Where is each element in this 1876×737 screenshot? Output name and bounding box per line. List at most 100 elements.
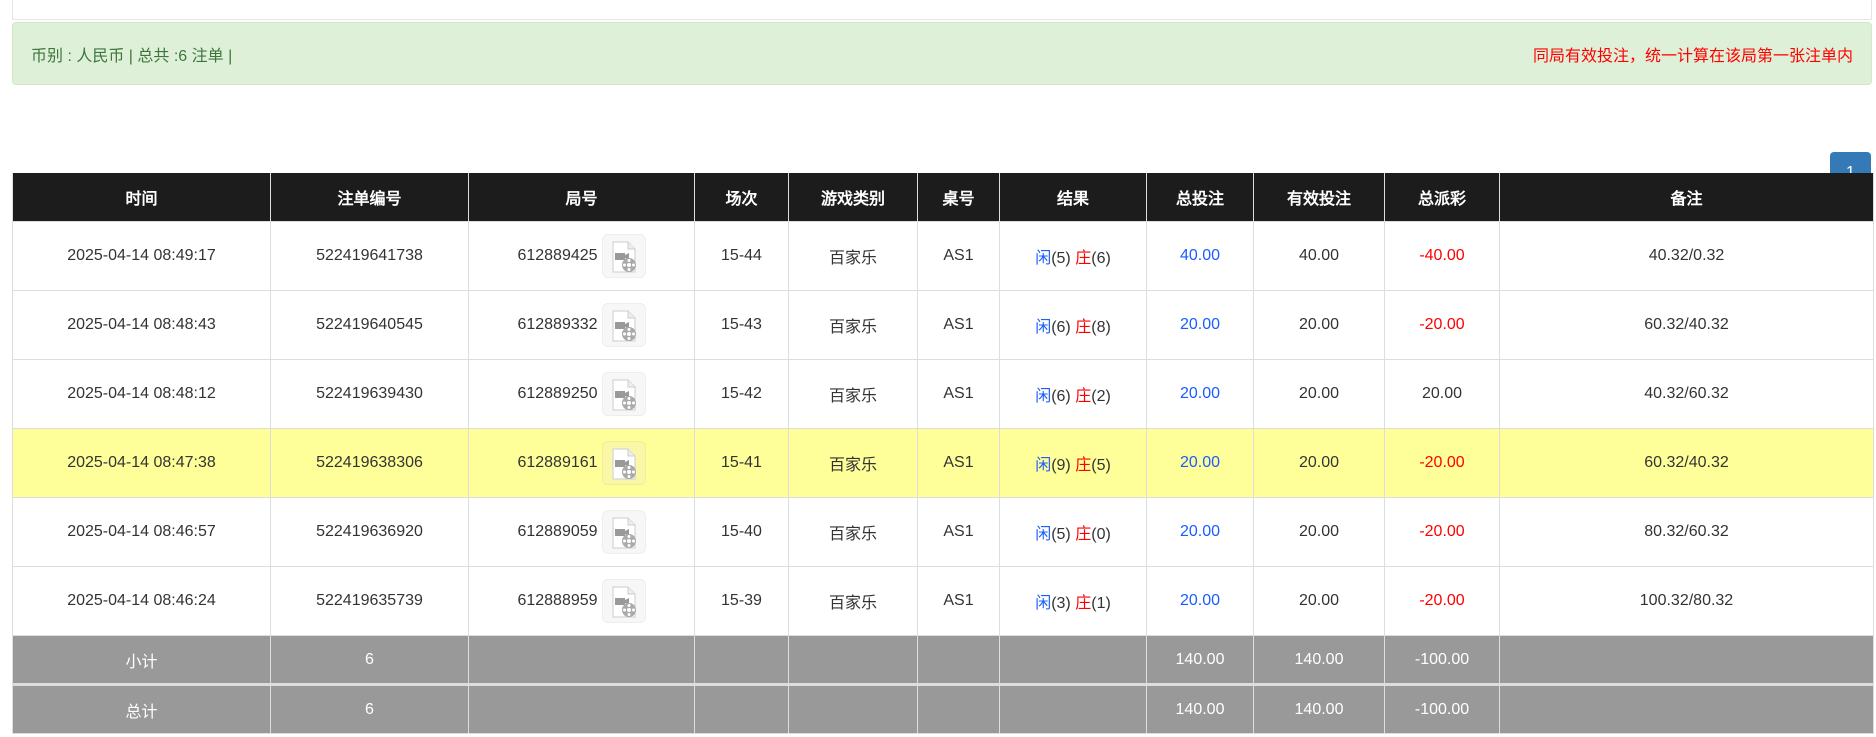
banker-score: (2) [1091,388,1111,405]
table-row: 2025-04-14 08:49:17 522419641738 6128894… [12,221,1874,291]
banker-score: (5) [1091,457,1111,474]
video-replay-icon[interactable] [601,303,646,347]
total-bet-cell: 40.00 [1146,221,1254,291]
table-number-cell: AS1 [917,566,1000,636]
note-cell: 100.32/80.32 [1499,566,1874,636]
result-cell: 闲(6) 庄(2) [999,359,1147,429]
footer-total-bet: 140.00 [1146,635,1254,686]
note-cell: 60.32/40.32 [1499,428,1874,498]
payout-cell: 20.00 [1384,359,1500,429]
video-replay-icon[interactable] [601,510,646,554]
video-replay-icon[interactable] [601,372,646,416]
footer-valid-bet: 140.00 [1253,635,1385,686]
valid-bet-cell: 20.00 [1253,290,1385,360]
round-number: 612889332 [517,316,598,334]
time-cell: 2025-04-14 08:48:12 [12,359,271,429]
time-cell: 2025-04-14 08:48:43 [12,290,271,360]
session-cell: 15-43 [694,290,789,360]
session-cell: 15-39 [694,566,789,636]
note-cell: 80.32/60.32 [1499,497,1874,567]
column-header: 总投注 [1146,173,1254,222]
summary-alert: 币别 : 人民币 | 总共 :6 注单 | 同局有效投注，统一计算在该局第一张注… [12,22,1872,85]
game-type-cell: 百家乐 [788,566,918,636]
table-number-cell: AS1 [917,497,1000,567]
table-row: 2025-04-14 08:48:43 522419640545 6128893… [12,290,1874,360]
video-replay-icon[interactable] [601,579,646,623]
column-header: 场次 [694,173,789,222]
total-bet-cell: 20.00 [1146,428,1254,498]
session-cell: 15-44 [694,221,789,291]
column-header: 总派彩 [1384,173,1500,222]
bet-id-cell: 522419635739 [270,566,469,636]
session-cell: 15-40 [694,497,789,567]
banker-label: 庄 [1075,319,1092,336]
round-number: 612888959 [517,592,598,610]
player-score: (9) [1051,457,1071,474]
total-bet-cell: 20.00 [1146,566,1254,636]
valid-bet-cell: 20.00 [1253,497,1385,567]
player-score: (3) [1051,595,1071,612]
table-number-cell: AS1 [917,428,1000,498]
game-type-cell: 百家乐 [788,428,918,498]
round-cell: 612889161 [468,428,695,498]
subtotal-row: 小计 6 140.00 140.00 -100.00 [12,635,1874,686]
notice-text: 同局有效投注，统一计算在该局第一张注单内 [1532,47,1853,65]
time-cell: 2025-04-14 08:47:38 [12,428,271,498]
valid-bet-cell: 20.00 [1253,359,1385,429]
game-type-cell: 百家乐 [788,290,918,360]
column-header: 结果 [999,173,1147,222]
footer-payout: -100.00 [1384,635,1500,686]
player-label: 闲 [1035,526,1052,543]
banker-label: 庄 [1075,250,1092,267]
round-number: 612889161 [517,454,598,472]
footer-valid-bet: 140.00 [1253,684,1385,734]
time-cell: 2025-04-14 08:49:17 [12,221,271,291]
player-label: 闲 [1035,250,1052,267]
banker-label: 庄 [1075,526,1092,543]
column-header: 注单编号 [270,173,469,222]
player-score: (6) [1051,319,1071,336]
session-cell: 15-42 [694,359,789,429]
column-header: 局号 [468,173,695,222]
banker-score: (6) [1091,250,1111,267]
payout-cell: -20.00 [1384,290,1500,360]
bet-id-cell: 522419641738 [270,221,469,291]
column-header: 备注 [1499,173,1874,222]
result-cell: 闲(5) 庄(6) [999,221,1147,291]
footer-total-bet: 140.00 [1146,684,1254,734]
summary-text: 币别 : 人民币 | 总共 :6 注单 | [31,47,233,65]
note-cell: 40.32/0.32 [1499,221,1874,291]
game-type-cell: 百家乐 [788,221,918,291]
result-cell: 闲(3) 庄(1) [999,566,1147,636]
payout-cell: -20.00 [1384,428,1500,498]
video-replay-icon[interactable] [601,441,646,485]
round-cell: 612888959 [468,566,695,636]
round-number: 612889250 [517,385,598,403]
payout-cell: -40.00 [1384,221,1500,291]
bet-id-cell: 522419636920 [270,497,469,567]
table-row: 2025-04-14 08:46:24 522419635739 6128889… [12,566,1874,636]
table-header-row: 时间 注单编号 局号 场次 游戏类别 桌号 结果 总投注 有效投注 总派彩 备注 [12,173,1874,222]
table-number-cell: AS1 [917,359,1000,429]
game-type-cell: 百家乐 [788,359,918,429]
footer-count: 6 [270,635,469,686]
table-number-cell: AS1 [917,290,1000,360]
banker-label: 庄 [1075,388,1092,405]
round-cell: 612889250 [468,359,695,429]
column-header: 桌号 [917,173,1000,222]
valid-bet-cell: 20.00 [1253,566,1385,636]
column-header: 有效投注 [1253,173,1385,222]
banker-score: (8) [1091,319,1111,336]
valid-bet-cell: 40.00 [1253,221,1385,291]
video-replay-icon[interactable] [601,234,646,278]
round-number: 612889059 [517,523,598,541]
payout-cell: -20.00 [1384,497,1500,567]
footer-payout: -100.00 [1384,684,1500,734]
banker-label: 庄 [1075,595,1092,612]
total-bet-cell: 20.00 [1146,290,1254,360]
result-cell: 闲(9) 庄(5) [999,428,1147,498]
top-panel [12,0,1872,20]
player-label: 闲 [1035,388,1052,405]
player-score: (5) [1051,250,1071,267]
bet-id-cell: 522419638306 [270,428,469,498]
